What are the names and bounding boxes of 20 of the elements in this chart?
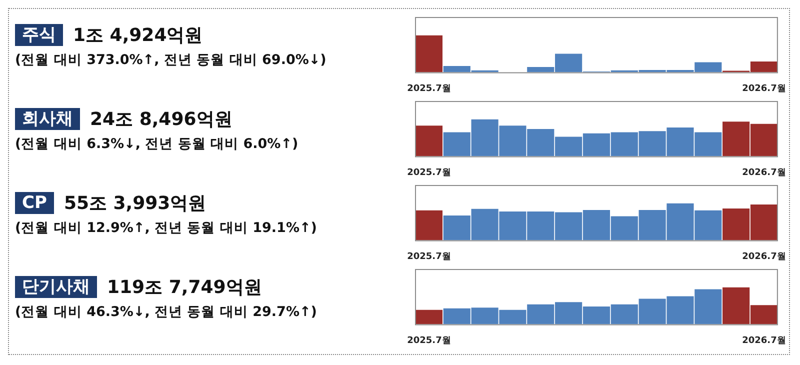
- text: 55조 3,993억원: [64, 192, 206, 215]
- x-tick-label: 2025.7월: [407, 252, 451, 262]
- x-tick-label: 2026.7월: [742, 84, 786, 94]
- text: 회사채: [15, 108, 80, 130]
- text: 119조 7,749억원: [107, 276, 262, 299]
- text: 1조 4,924억원: [73, 24, 203, 47]
- text: 24조 8,496억원: [90, 108, 232, 131]
- x-tick-label: 2026.7월: [742, 336, 786, 346]
- x-tick-label: 2026.7월: [742, 252, 786, 262]
- x-tick-label: 2025.7월: [407, 168, 451, 178]
- text: 단기사채: [15, 276, 97, 298]
- text: (전월 대비 6.3%↓, 전년 동월 대비 6.0%↑): [15, 135, 300, 153]
- text: (전월 대비 12.9%↑, 전년 동월 대비 19.1%↑): [15, 219, 318, 237]
- text: CP: [15, 192, 54, 214]
- text: (전월 대비 46.3%↓, 전년 동월 대비 29.7%↑): [15, 303, 318, 321]
- x-tick-label: 2026.7월: [742, 168, 786, 178]
- x-tick-label: 2025.7월: [407, 84, 451, 94]
- x-tick-label: 2025.7월: [407, 336, 451, 346]
- text: 주식: [15, 24, 63, 46]
- text: (전월 대비 373.0%↑, 전년 동월 대비 69.0%↓): [15, 51, 328, 69]
